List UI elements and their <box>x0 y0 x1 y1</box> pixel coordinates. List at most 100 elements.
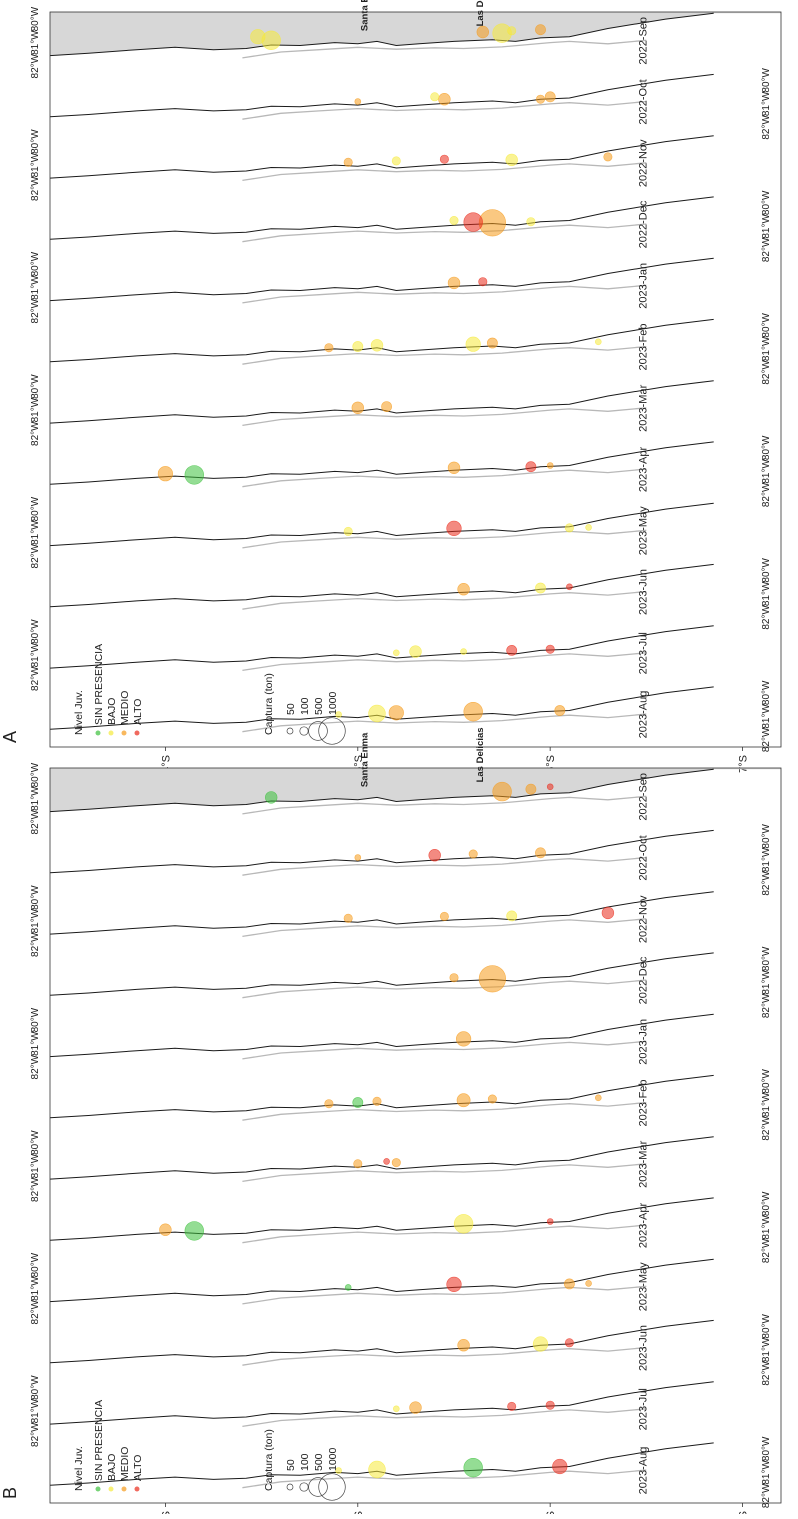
catch-point <box>428 848 441 862</box>
lon-tick-label: 80°W <box>761 1191 772 1216</box>
lon-tick-label: 80°W <box>761 823 772 848</box>
lon-tick-label: 82°W <box>30 932 41 957</box>
catch-point <box>351 401 364 414</box>
month-label: 2023-Apr <box>637 447 649 493</box>
lon-tick-label: 82°W <box>761 1238 772 1263</box>
catch-point <box>601 906 615 920</box>
month-frame: 2023-Aug <box>50 1442 714 1494</box>
catch-point <box>507 26 517 36</box>
catch-point <box>505 153 518 167</box>
isobath-line <box>242 345 647 365</box>
lon-tick-label: 82°W <box>30 298 41 323</box>
catch-point <box>486 337 498 349</box>
catch-point <box>438 92 451 106</box>
coastline <box>50 1197 714 1241</box>
catch-point <box>388 705 404 721</box>
catch-point <box>447 276 461 290</box>
lon-tick-label: 81°W <box>761 970 772 995</box>
lon-tick-label: 81°W <box>30 908 41 933</box>
catch-point <box>506 645 518 656</box>
catch-point <box>532 1336 549 1352</box>
legend-level-swatch <box>121 1486 127 1492</box>
month-label: 2023-Aug <box>637 691 649 739</box>
catch-point <box>381 401 392 412</box>
catch-point <box>343 157 353 167</box>
legend-size-label: 100 <box>299 1453 311 1471</box>
lon-tick-label: 80°W <box>761 435 772 460</box>
catch-point <box>370 339 384 352</box>
catch-point <box>391 1158 401 1168</box>
month-frame: 2022-Nov <box>50 891 714 943</box>
month-label: 2022-Nov <box>637 895 649 943</box>
catch-point <box>564 523 574 533</box>
lon-tick-label: 80°W <box>30 1007 41 1032</box>
legend-level-swatch <box>108 1486 114 1492</box>
month-label: 2023-Jul <box>637 1388 649 1430</box>
isobath-line <box>242 590 647 610</box>
legend-level-label: ALTO <box>132 1455 144 1481</box>
catch-point <box>449 216 459 226</box>
lon-tick-label: 80°W <box>761 946 772 971</box>
month-label: 2023-Mar <box>637 1140 649 1187</box>
lon-tick-label: 82°W <box>761 871 772 896</box>
month-frame: 2023-Mar <box>50 380 714 432</box>
catch-point <box>157 466 173 482</box>
legend-level-swatch <box>134 730 140 736</box>
legend: Nivel Juv. SIN PRESENCIA BAJO MEDIO ALTO Capt… <box>73 1400 346 1501</box>
legend-level-label: SIN PRESENCIA <box>93 1400 105 1481</box>
isobath-line <box>242 795 647 815</box>
lon-tick-label: 80°W <box>761 67 772 92</box>
catch-point <box>478 209 507 237</box>
lon-tick-label: 81°W <box>761 1337 772 1362</box>
catch-point <box>468 849 478 859</box>
lon-tick-label: 82°W <box>761 1361 772 1386</box>
legend-size-swatch <box>286 1483 294 1491</box>
lon-tick-label: 82°W <box>30 53 41 78</box>
lon-tick-label: 82°W <box>30 666 41 691</box>
catch-point <box>344 1284 352 1291</box>
lon-tick-label: 82°W <box>30 1422 41 1447</box>
month-label: 2023-Feb <box>637 1079 649 1126</box>
lon-tick-label: 82°W <box>761 1116 772 1141</box>
catch-point <box>544 91 556 103</box>
month-label: 2023-Jul <box>637 632 649 674</box>
legend-level-swatch <box>95 730 101 736</box>
panel-A: 2022-Sep 2022-Oct 2022-Nov 2022-Dec 2023-Jan… <box>0 0 782 773</box>
catch-point <box>487 1094 497 1104</box>
catch-point <box>456 1031 472 1047</box>
lon-tick-label: 81°W <box>30 642 41 667</box>
month-frame: 2023-Feb <box>50 1074 714 1127</box>
month-frame: 2023-Jun <box>50 1319 714 1371</box>
lon-tick-label: 80°W <box>761 557 772 582</box>
lon-tick-label: 82°W <box>30 176 41 201</box>
legend-size-label: 500 <box>313 1453 325 1471</box>
catch-point <box>456 1093 471 1108</box>
lon-tick-label: 80°W <box>30 1375 41 1400</box>
month-frame: 2022-Dec <box>50 196 714 248</box>
coastline <box>50 1013 714 1058</box>
month-frame: 2022-Nov <box>50 135 714 187</box>
lon-tick-label: 80°W <box>30 1252 41 1277</box>
catch-point <box>352 1097 364 1108</box>
month-label: 2022-Oct <box>637 79 649 124</box>
catch-point <box>392 1405 400 1413</box>
catch-point <box>492 781 512 802</box>
isobath-line <box>242 1224 647 1244</box>
catch-point <box>460 648 467 655</box>
lon-tick-label: 80°W <box>30 885 41 910</box>
lon-tick-label: 82°W <box>761 605 772 630</box>
coastline <box>50 318 714 363</box>
lon-tick-label: 80°W <box>761 190 772 215</box>
catch-point <box>457 1338 470 1352</box>
lon-tick-label: 82°W <box>761 237 772 262</box>
month-frame: 2023-Apr <box>50 441 714 493</box>
catch-point <box>585 524 592 531</box>
coastline <box>50 1136 714 1180</box>
legend-level-label: BAJO <box>106 698 118 725</box>
month-label: 2023-Jun <box>637 569 649 615</box>
catch-point <box>354 98 362 105</box>
catch-point <box>603 152 613 162</box>
catch-point <box>566 583 573 591</box>
lon-tick-label: 80°W <box>30 374 41 399</box>
